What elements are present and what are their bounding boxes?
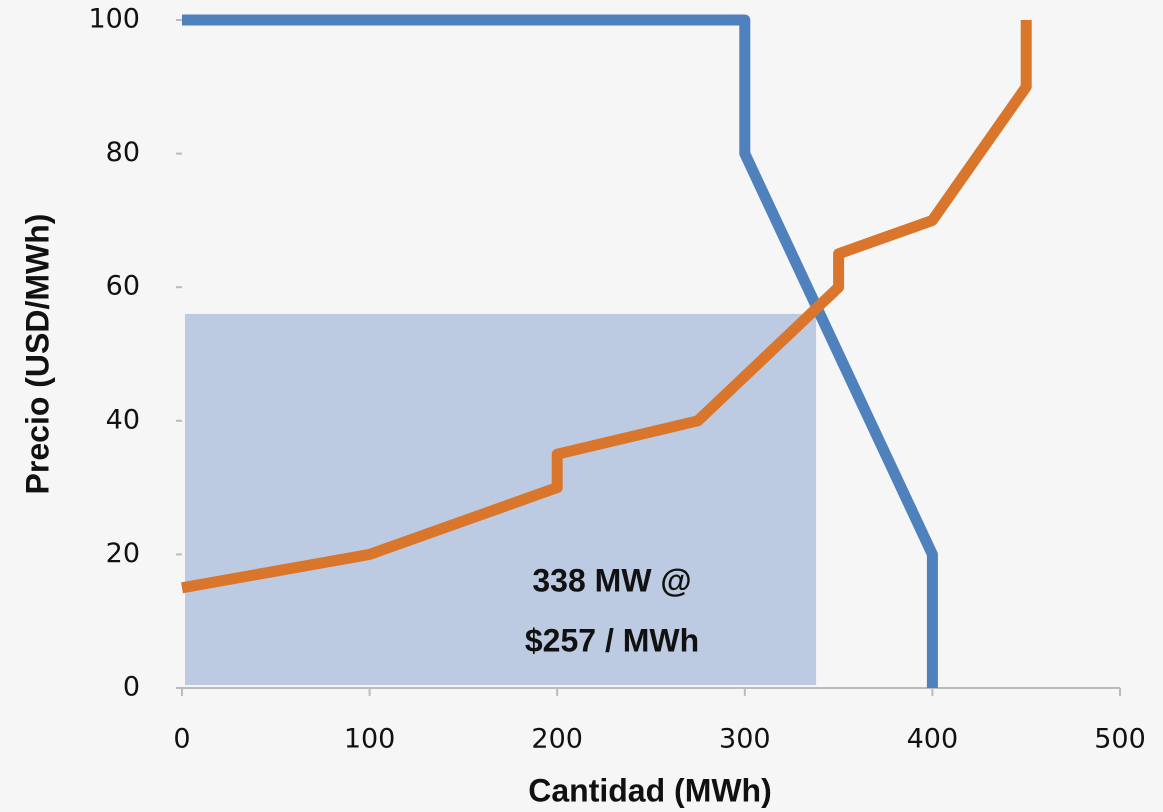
y-tick-label: 100	[88, 4, 140, 35]
y-tick-label: 60	[106, 271, 140, 302]
series-line	[182, 14, 938, 688]
x-tick-label: 500	[1094, 724, 1146, 755]
y-tick-label: 20	[106, 538, 140, 569]
x-axis-title: Cantidad (MWh)	[528, 772, 772, 808]
x-tick-label: 400	[907, 724, 959, 755]
x-tick-label: 200	[531, 724, 583, 755]
y-tick-label: 40	[106, 404, 140, 435]
y-axis-title: Precio (USD/MWh)	[19, 214, 55, 495]
shaded-region	[185, 313, 817, 685]
annotation: $257 / MWh	[525, 622, 699, 658]
annotation: 338 MW @	[532, 562, 691, 598]
x-tick-label: 0	[173, 724, 190, 755]
y-tick-label: 80	[106, 137, 140, 168]
x-tick-label: 300	[719, 724, 771, 755]
x-tick-label: 100	[344, 724, 396, 755]
y-tick-label: 0	[123, 672, 140, 703]
series-line	[181, 20, 1032, 594]
